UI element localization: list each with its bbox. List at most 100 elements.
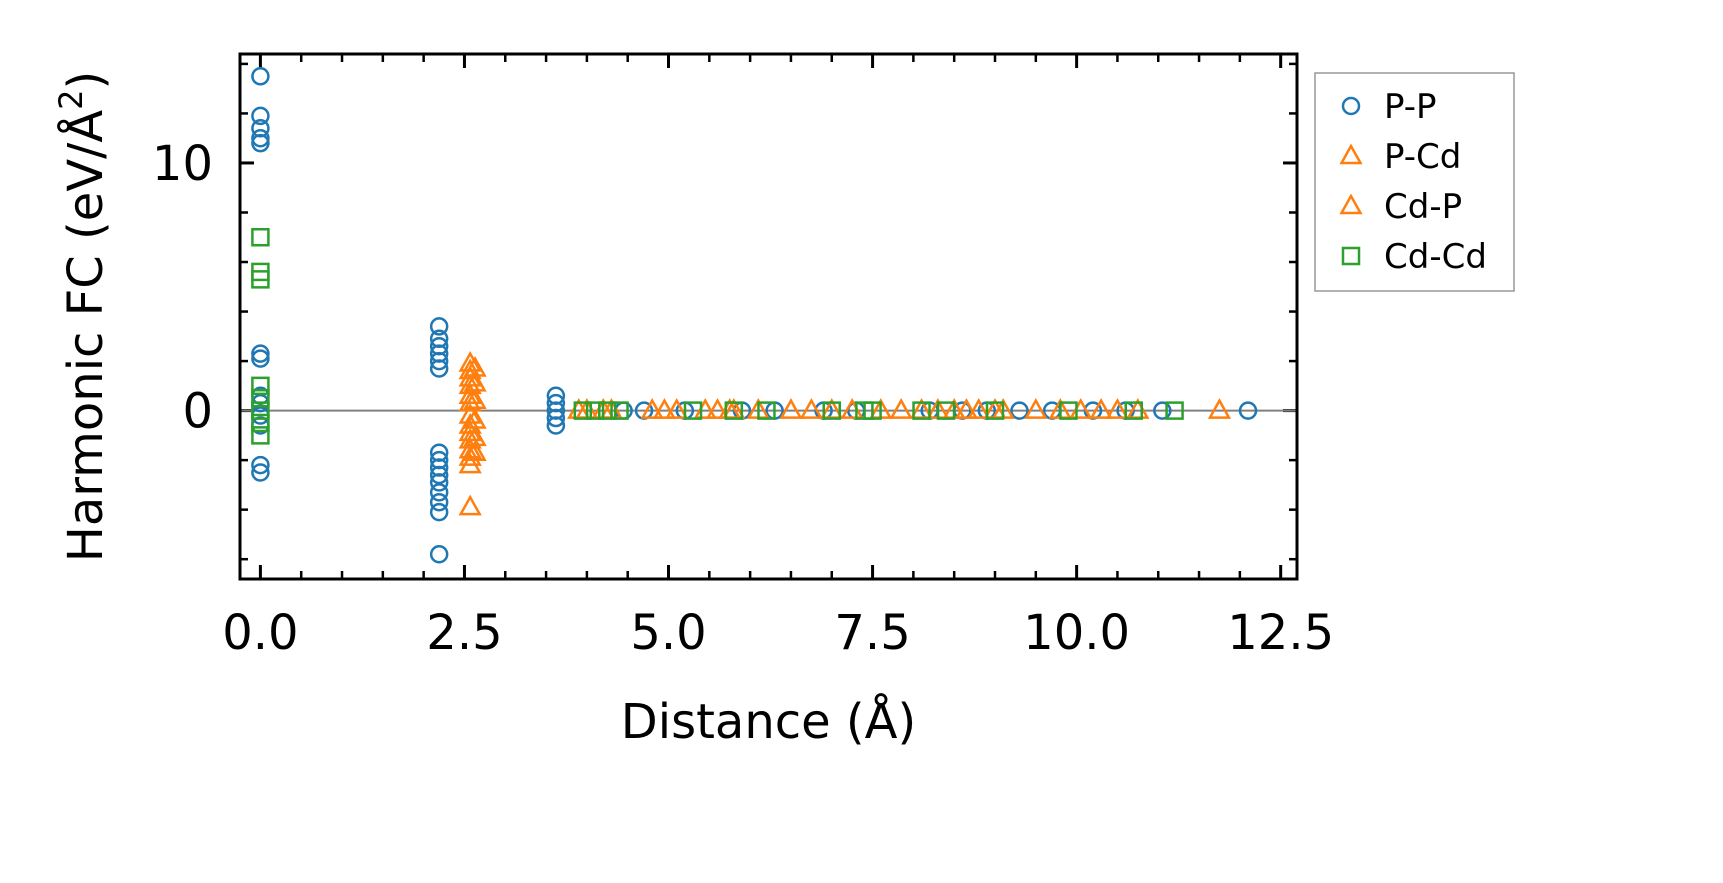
- data-point: [251, 106, 270, 126]
- data-point: [251, 133, 270, 153]
- data-point: [954, 398, 979, 419]
- data-point: [251, 388, 270, 408]
- legend-item: P-P: [1341, 87, 1437, 127]
- x-tick-label: 0.0: [222, 605, 298, 661]
- legend-marker: [1339, 193, 1363, 215]
- data-point: [251, 376, 270, 396]
- x-tick-label: 5.0: [630, 605, 706, 661]
- data-point: [251, 270, 270, 289]
- data-point: [458, 445, 482, 466]
- data-point: [1089, 398, 1113, 419]
- y-tick-labels: 0 10: [152, 136, 213, 440]
- data-point: [585, 401, 605, 420]
- data-point: [936, 401, 956, 420]
- data-point: [429, 317, 449, 336]
- data-point: [251, 463, 270, 482]
- legend: P-P P-Cd Cd-P Cd-Cd: [1314, 72, 1515, 292]
- data-point: [251, 455, 270, 475]
- legend-item: P-Cd: [1339, 137, 1461, 177]
- plot-frame: [238, 52, 1299, 581]
- data-point: [1238, 401, 1258, 420]
- data-point: [724, 401, 744, 420]
- data-point: [1124, 401, 1144, 420]
- data-point: [1024, 398, 1048, 419]
- data-point: [1207, 398, 1232, 419]
- data-point: [640, 398, 664, 419]
- data-point: [429, 351, 449, 371]
- data-point: [683, 401, 703, 420]
- data-point: [429, 502, 449, 522]
- data-point: [458, 452, 482, 474]
- legend-marker: [1339, 143, 1363, 165]
- data-point: [985, 401, 1005, 420]
- y-axis-title: Harmonic FC (eV/Å2): [52, 71, 114, 563]
- data-point: [429, 359, 449, 378]
- data-point: [967, 398, 991, 419]
- y-axis-title-tail: ): [58, 71, 114, 90]
- legend-item: Cd-P: [1339, 187, 1462, 227]
- data-point: [889, 398, 913, 419]
- legend-box: [1314, 72, 1515, 292]
- y-axis-title-superscript: 2: [52, 89, 90, 109]
- x-tick-labels: 0.0 2.5 5.0 7.5 10.0 12.5: [222, 605, 1334, 661]
- data-point: [251, 128, 270, 148]
- series-p-cd: [458, 350, 1232, 516]
- data-point: [429, 544, 449, 564]
- legend-item: Cd-Cd: [1341, 237, 1487, 277]
- data-point: [251, 426, 270, 445]
- series-cd-cd: [251, 228, 1184, 445]
- data-point: [757, 401, 776, 420]
- legend-label: Cd-P: [1384, 187, 1462, 227]
- data-point: [863, 401, 882, 420]
- data-point: [1059, 401, 1078, 420]
- legend-marker: [1341, 96, 1361, 116]
- y-tick-label: 10: [152, 136, 213, 192]
- legend-marker: [1341, 246, 1361, 266]
- legend-label: P-P: [1384, 87, 1437, 127]
- data-point: [1153, 401, 1172, 420]
- series-p-p: [251, 67, 1258, 564]
- x-axis-title: Distance (Å): [621, 693, 916, 750]
- data-point: [652, 398, 677, 419]
- data-point: [1010, 401, 1029, 420]
- data-point: [251, 228, 270, 247]
- data-points: [251, 67, 1258, 564]
- axis-ticks: [240, 54, 1297, 579]
- data-point: [429, 492, 449, 512]
- data-point: [1105, 398, 1130, 419]
- x-tick-label: 10.0: [1023, 605, 1130, 661]
- x-tick-label: 2.5: [426, 605, 502, 661]
- data-point: [912, 401, 931, 420]
- x-tick-label: 7.5: [834, 605, 910, 661]
- data-point: [458, 390, 482, 412]
- data-point: [458, 494, 482, 516]
- data-point: [463, 388, 487, 409]
- data-point: [610, 401, 629, 420]
- data-point: [251, 401, 270, 420]
- legend-label: Cd-Cd: [1384, 237, 1487, 277]
- data-point: [799, 398, 823, 419]
- data-point: [598, 401, 617, 420]
- data-point: [779, 398, 803, 419]
- data-point: [251, 344, 270, 363]
- data-point: [705, 398, 730, 419]
- data-point: [458, 383, 482, 404]
- data-point: [665, 398, 689, 419]
- y-tick-label: 0: [182, 384, 213, 440]
- data-point: [1165, 401, 1184, 420]
- data-point: [429, 473, 449, 492]
- data-point: [463, 440, 487, 461]
- y-axis-title-main: Harmonic FC (eV/Å: [57, 110, 114, 563]
- data-point: [546, 416, 566, 435]
- data-point: [573, 401, 593, 420]
- x-tick-label: 12.5: [1227, 605, 1334, 661]
- data-point: [822, 401, 842, 420]
- data-point: [546, 408, 566, 428]
- data-point: [251, 349, 270, 368]
- data-point: [429, 465, 449, 485]
- data-point: [251, 67, 270, 86]
- data-point: [251, 413, 270, 433]
- data-point: [429, 483, 449, 502]
- legend-label: P-Cd: [1384, 137, 1461, 177]
